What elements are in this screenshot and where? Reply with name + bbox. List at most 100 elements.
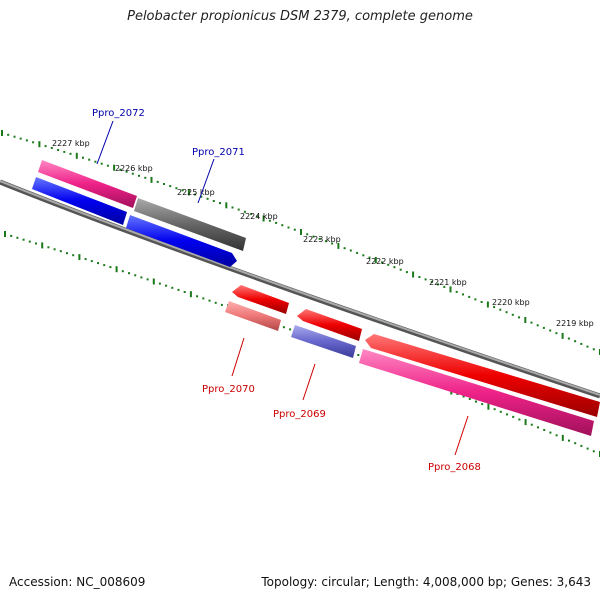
gene-label-ppro-2068[interactable]: Ppro_2068 bbox=[428, 462, 481, 473]
gene-arrow[interactable] bbox=[365, 334, 600, 417]
major-tick bbox=[449, 286, 452, 293]
minor-tick bbox=[312, 235, 315, 238]
feature-ppro-2072[interactable] bbox=[32, 160, 137, 225]
minor-tick bbox=[456, 393, 459, 395]
minor-tick bbox=[542, 326, 545, 329]
minor-tick bbox=[399, 268, 402, 271]
gene-arrow[interactable] bbox=[232, 285, 289, 314]
gene-label-ppro-2072[interactable]: Ppro_2072 bbox=[92, 108, 145, 119]
minor-tick bbox=[474, 298, 477, 301]
major-tick bbox=[115, 266, 118, 273]
minor-tick bbox=[580, 342, 583, 345]
minor-tick bbox=[511, 313, 514, 316]
major-tick bbox=[78, 254, 81, 261]
cds-arrow[interactable] bbox=[225, 301, 281, 331]
gene-label-ppro-2070[interactable]: Ppro_2070 bbox=[202, 384, 255, 395]
minor-tick bbox=[94, 160, 97, 163]
minor-tick bbox=[549, 329, 552, 332]
minor-tick bbox=[318, 237, 321, 240]
major-tick bbox=[524, 419, 527, 426]
minor-tick bbox=[381, 261, 383, 264]
minor-tick bbox=[282, 326, 285, 329]
minor-tick bbox=[237, 208, 240, 211]
major-tick bbox=[4, 231, 6, 237]
minor-tick bbox=[281, 224, 284, 227]
cds-arrow[interactable] bbox=[32, 177, 127, 225]
major-tick bbox=[337, 242, 340, 249]
cds-arrow[interactable] bbox=[291, 325, 356, 358]
minor-tick bbox=[574, 442, 577, 445]
cds-arrow[interactable] bbox=[359, 349, 594, 436]
minor-tick bbox=[480, 301, 483, 303]
minor-tick bbox=[368, 256, 371, 259]
major-tick bbox=[524, 317, 527, 323]
major-tick bbox=[113, 164, 116, 171]
gene-arrow[interactable] bbox=[134, 198, 246, 251]
kbp-label: 2221 kbp bbox=[429, 278, 467, 287]
feature-ppro-2071[interactable] bbox=[126, 198, 246, 267]
gene-arrow[interactable] bbox=[297, 309, 362, 341]
minor-tick bbox=[208, 299, 211, 302]
minor-tick bbox=[158, 282, 161, 285]
minor-tick bbox=[146, 278, 149, 281]
major-tick bbox=[41, 242, 44, 249]
kbp-label: 2226 kbp bbox=[115, 164, 153, 173]
minor-tick bbox=[530, 321, 533, 324]
major-tick bbox=[374, 257, 377, 263]
gene-label-ppro-2069[interactable]: Ppro_2069 bbox=[273, 409, 326, 420]
gene-label-ppro-2071[interactable]: Ppro_2071 bbox=[192, 147, 245, 158]
minor-tick bbox=[580, 444, 583, 447]
minor-tick bbox=[128, 272, 130, 275]
minor-tick bbox=[256, 215, 259, 218]
minor-tick bbox=[331, 242, 334, 245]
minor-tick bbox=[243, 210, 246, 213]
accession-text: Accession: NC_008609 bbox=[9, 575, 146, 589]
minor-tick bbox=[125, 170, 128, 173]
minor-tick bbox=[418, 276, 421, 278]
major-tick bbox=[561, 434, 564, 441]
minor-tick bbox=[19, 137, 22, 140]
minor-tick bbox=[100, 162, 103, 165]
feature-ppro-2070[interactable] bbox=[225, 285, 289, 331]
minor-tick bbox=[462, 395, 465, 398]
minor-tick bbox=[72, 254, 75, 257]
map-title: Pelobacter propionicus DSM 2379, complet… bbox=[127, 9, 473, 24]
feature-ppro-2069[interactable] bbox=[291, 309, 362, 358]
major-tick bbox=[150, 176, 153, 183]
minor-tick bbox=[28, 240, 31, 243]
minor-tick bbox=[53, 248, 56, 251]
minor-tick bbox=[293, 228, 296, 231]
minor-tick bbox=[455, 290, 458, 293]
minor-tick bbox=[10, 234, 13, 237]
minor-tick bbox=[13, 135, 16, 138]
minor-tick bbox=[212, 200, 215, 202]
minor-tick bbox=[543, 429, 546, 431]
minor-tick bbox=[214, 301, 217, 304]
minor-tick bbox=[200, 195, 203, 198]
leader-line bbox=[197, 158, 215, 204]
minor-tick bbox=[443, 285, 446, 288]
minor-tick bbox=[177, 288, 180, 291]
minor-tick bbox=[106, 164, 109, 167]
cds-arrow[interactable] bbox=[126, 215, 237, 267]
minor-tick bbox=[468, 295, 471, 298]
backbone bbox=[0, 180, 600, 396]
minor-tick bbox=[163, 183, 165, 185]
minor-tick bbox=[549, 431, 552, 434]
minor-tick bbox=[90, 260, 93, 263]
minor-tick bbox=[165, 284, 168, 287]
minor-tick bbox=[140, 276, 143, 279]
minor-tick bbox=[586, 447, 589, 450]
major-tick bbox=[152, 278, 155, 285]
inner-tick-ring bbox=[4, 231, 600, 457]
gene-arrow[interactable] bbox=[38, 160, 137, 208]
minor-tick bbox=[50, 147, 53, 149]
minor-tick bbox=[59, 250, 62, 253]
feature-ppro-2068[interactable] bbox=[359, 334, 600, 436]
minor-tick bbox=[387, 263, 390, 266]
minor-tick bbox=[196, 295, 199, 298]
minor-tick bbox=[144, 176, 147, 179]
minor-tick bbox=[44, 145, 47, 148]
minor-tick bbox=[518, 316, 520, 319]
minor-tick bbox=[357, 354, 360, 356]
